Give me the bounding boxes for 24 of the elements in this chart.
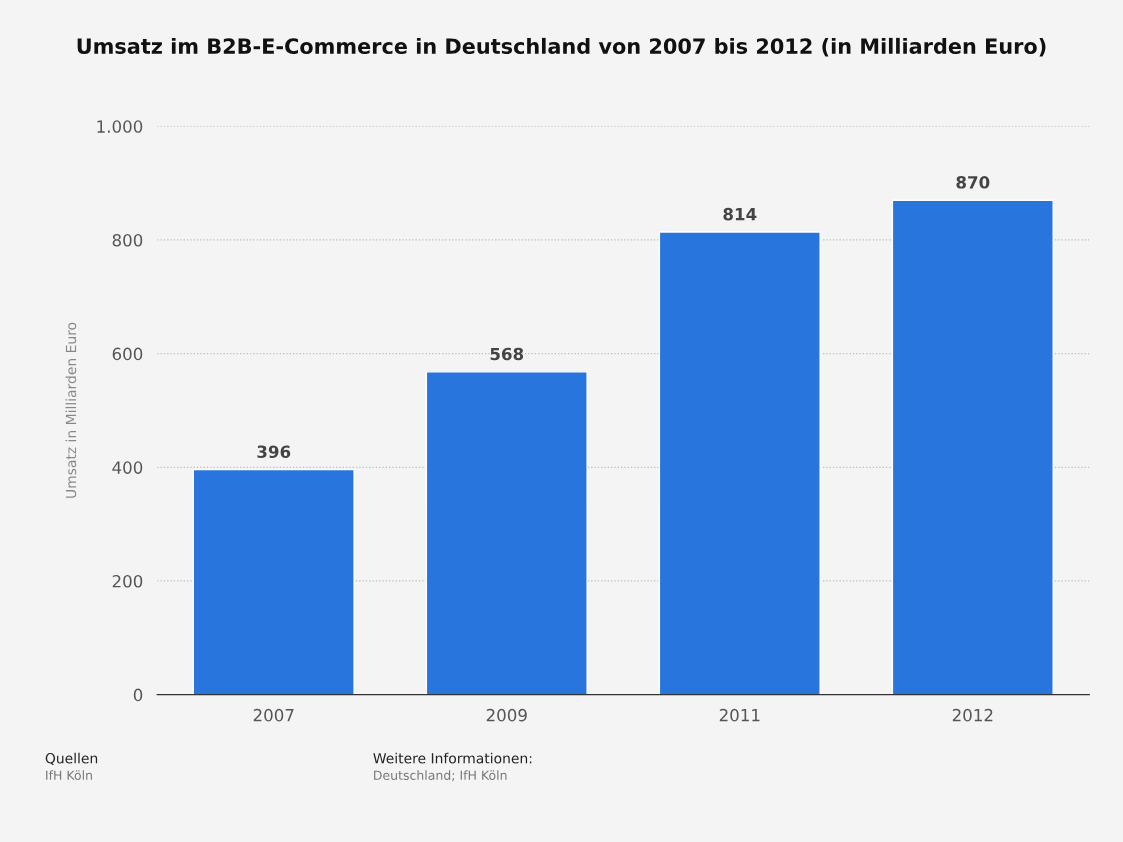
y-tick-label: 200 xyxy=(112,574,143,588)
text: IfH Köln xyxy=(46,770,92,780)
bar xyxy=(192,468,355,695)
text: Weitere Informationen: xyxy=(373,752,532,764)
bar xyxy=(658,231,821,695)
y-tick-label: 0 xyxy=(133,688,143,702)
x-tick-label: 2007 xyxy=(253,708,294,722)
y-tick-label: 400 xyxy=(112,461,143,474)
data-label: 396 xyxy=(257,445,291,459)
data-label: 814 xyxy=(723,207,757,221)
data-label: 870 xyxy=(956,176,990,189)
text: Quellen xyxy=(45,752,98,766)
bar xyxy=(425,371,588,695)
data-label: 568 xyxy=(490,347,524,361)
x-tick-label: 2012 xyxy=(952,708,993,722)
bar xyxy=(891,199,1054,695)
y-tick-label: 800 xyxy=(112,233,143,247)
chart-title: Umsatz im B2B-E-Commerce in Deutschland von 2007 bis 2012 (in Milliarden Euro) xyxy=(77,37,1046,57)
y-tick-label: 600 xyxy=(112,347,143,361)
x-tick-label: 2011 xyxy=(719,708,760,722)
text: Deutschland; IfH Köln xyxy=(374,770,507,782)
y-axis-title: Umsatz in Milliarden Euro xyxy=(65,322,77,498)
y-tick-label: 1.000 xyxy=(97,120,143,133)
x-tick-label: 2009 xyxy=(486,708,527,722)
